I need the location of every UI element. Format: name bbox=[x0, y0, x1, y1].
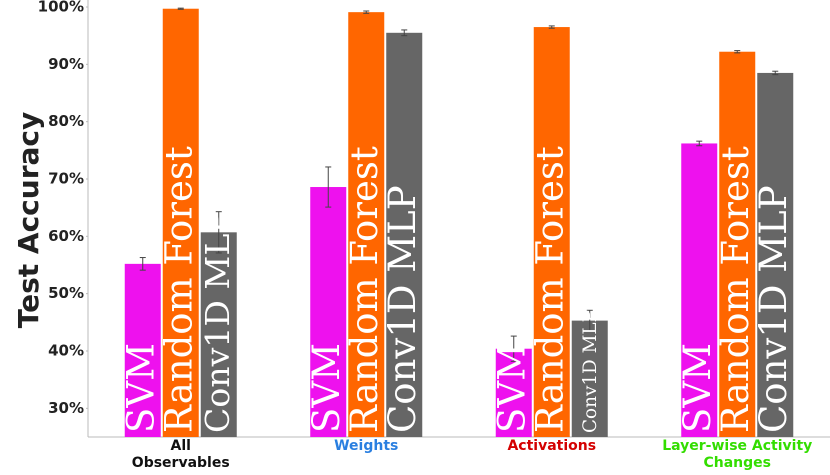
y-tick-label: 100% bbox=[38, 0, 84, 16]
y-tick-label: 60% bbox=[48, 227, 84, 245]
bar-series-label: Random Forest bbox=[528, 146, 571, 433]
bar bbox=[757, 72, 794, 437]
bar-series-label: SVM bbox=[305, 343, 348, 433]
bar bbox=[681, 143, 718, 437]
x-tick-label: Layer-wise Activity Changes bbox=[662, 438, 813, 471]
bar-series-label: Conv1D MLP bbox=[198, 211, 237, 433]
bar bbox=[495, 348, 532, 437]
bar bbox=[719, 51, 756, 437]
bar bbox=[533, 27, 570, 438]
bar bbox=[200, 232, 237, 437]
y-tick-label: 50% bbox=[48, 284, 84, 302]
bar bbox=[162, 8, 199, 437]
bar bbox=[310, 187, 347, 437]
bar-series-label: SVM bbox=[490, 343, 533, 433]
bar bbox=[386, 32, 423, 438]
bar-series-label: Conv1D MLP bbox=[381, 185, 424, 433]
bar-series-label: Conv1D MLP bbox=[752, 185, 795, 433]
y-axis-label: Test Accuracy bbox=[12, 112, 45, 329]
bar-series-label: SVM bbox=[119, 343, 162, 433]
bar bbox=[124, 263, 161, 437]
y-tick-label: 30% bbox=[48, 399, 84, 417]
x-tick-label: Weights bbox=[334, 438, 399, 454]
y-tick-label: 80% bbox=[48, 112, 84, 130]
y-tick-label: 70% bbox=[48, 170, 84, 188]
y-tick-label: 40% bbox=[48, 342, 84, 360]
bar-series-label: Random Forest bbox=[157, 146, 200, 433]
x-tick-label: Activations bbox=[507, 438, 597, 454]
bar-series-label: Random Forest bbox=[714, 146, 757, 433]
bar-series-label: SVM bbox=[676, 343, 719, 433]
bar-series-label: Random Forest bbox=[343, 146, 386, 433]
x-tick-label: All Observables bbox=[131, 438, 230, 471]
y-tick-label: 90% bbox=[48, 55, 84, 73]
bar-series-label: Conv1D MLP bbox=[580, 310, 601, 433]
bar bbox=[571, 320, 608, 437]
bar bbox=[348, 12, 385, 437]
